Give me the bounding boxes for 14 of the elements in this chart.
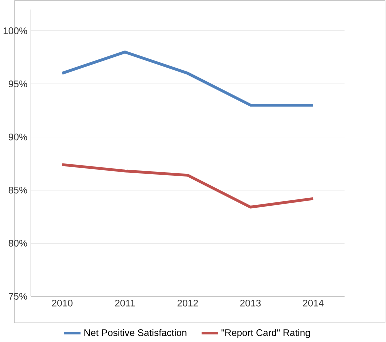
x-tick-label: 2010 [52, 300, 73, 307]
y-tick-label: 80% [8, 240, 28, 248]
legend-label: Net Positive Satisfaction [84, 330, 187, 337]
legend-label: "Report Card" Rating [222, 330, 310, 338]
y-tick-label: 100% [4, 28, 28, 35]
y-tick-label: 90% [8, 134, 28, 141]
x-tick-label: 2012 [178, 300, 198, 307]
y-tick-label: 85% [8, 187, 28, 194]
y-tick-label: 95% [8, 81, 28, 88]
y-tick-label: 75% [9, 293, 28, 300]
x-tick-label: 2014 [303, 300, 324, 307]
x-tick-label: 2013 [240, 300, 261, 307]
x-tick-label: 2011 [115, 300, 136, 307]
line-series [61, 164, 315, 210]
